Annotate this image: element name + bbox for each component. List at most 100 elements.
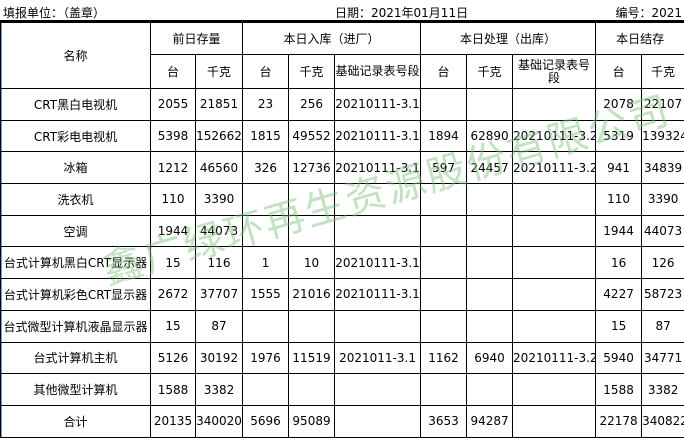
cell-out-kg[interactable] <box>467 184 513 216</box>
cell-prev-kg[interactable]: 152662 <box>196 120 243 152</box>
cell-prev-kg[interactable]: 46560 <box>196 152 243 184</box>
cell-prev-kg[interactable]: 340020 <box>196 405 243 437</box>
cell-end-tai[interactable]: 16 <box>596 247 642 279</box>
cell-prev-kg[interactable]: 37707 <box>196 279 243 311</box>
cell-out-tai[interactable] <box>421 247 467 279</box>
cell-in-rec[interactable] <box>335 310 421 342</box>
cell-in-kg[interactable]: 95089 <box>289 405 335 437</box>
cell-end-tai[interactable]: 110 <box>596 184 642 216</box>
cell-in-tai[interactable]: 1555 <box>243 279 289 311</box>
cell-in-rec[interactable] <box>335 215 421 247</box>
cell-in-kg[interactable] <box>289 310 335 342</box>
cell-prev-tai[interactable]: 110 <box>151 184 196 216</box>
cell-in-kg[interactable]: 10 <box>289 247 335 279</box>
cell-in-rec[interactable]: 20210111-3.1 <box>335 152 421 184</box>
cell-name[interactable]: 台式微型计算机液晶显示器 <box>1 310 151 342</box>
cell-end-kg[interactable]: 22107 <box>642 89 684 121</box>
cell-prev-kg[interactable]: 3382 <box>196 374 243 406</box>
cell-out-rec[interactable]: 20210111-3.2 <box>513 152 596 184</box>
cell-out-kg[interactable] <box>467 247 513 279</box>
cell-prev-tai[interactable]: 5398 <box>151 120 196 152</box>
cell-end-kg[interactable]: 87 <box>642 310 684 342</box>
cell-prev-kg[interactable]: 30192 <box>196 342 243 374</box>
cell-out-tai[interactable] <box>421 89 467 121</box>
cell-out-tai[interactable] <box>421 184 467 216</box>
cell-in-rec[interactable] <box>335 184 421 216</box>
cell-out-rec[interactable] <box>513 215 596 247</box>
cell-out-tai[interactable]: 1162 <box>421 342 467 374</box>
cell-in-kg[interactable] <box>289 215 335 247</box>
cell-out-kg[interactable]: 24457 <box>467 152 513 184</box>
cell-end-tai[interactable]: 1588 <box>596 374 642 406</box>
cell-end-kg[interactable]: 44073 <box>642 215 684 247</box>
cell-end-kg[interactable]: 340822 <box>642 405 684 437</box>
cell-name[interactable]: CRT彩电电视机 <box>1 120 151 152</box>
cell-in-kg[interactable]: 21016 <box>289 279 335 311</box>
cell-in-rec[interactable] <box>335 374 421 406</box>
cell-end-tai[interactable]: 22178 <box>596 405 642 437</box>
cell-prev-kg[interactable]: 44073 <box>196 215 243 247</box>
cell-end-tai[interactable]: 2078 <box>596 89 642 121</box>
cell-in-tai[interactable]: 326 <box>243 152 289 184</box>
cell-in-kg[interactable]: 49552 <box>289 120 335 152</box>
cell-in-tai[interactable] <box>243 310 289 342</box>
cell-out-kg[interactable]: 94287 <box>467 405 513 437</box>
cell-prev-tai[interactable]: 15 <box>151 310 196 342</box>
cell-out-tai[interactable]: 1894 <box>421 120 467 152</box>
cell-in-tai[interactable]: 23 <box>243 89 289 121</box>
cell-name[interactable]: 洗衣机 <box>1 184 151 216</box>
cell-end-tai[interactable]: 5940 <box>596 342 642 374</box>
cell-in-rec[interactable]: 20210111-3.1 <box>335 120 421 152</box>
cell-in-rec[interactable]: 2021011-3.1 <box>335 342 421 374</box>
cell-out-tai[interactable] <box>421 310 467 342</box>
cell-in-tai[interactable]: 1 <box>243 247 289 279</box>
cell-end-tai[interactable]: 4227 <box>596 279 642 311</box>
cell-prev-tai[interactable]: 2672 <box>151 279 196 311</box>
cell-out-kg[interactable] <box>467 215 513 247</box>
cell-prev-tai[interactable]: 15 <box>151 247 196 279</box>
cell-in-kg[interactable] <box>289 184 335 216</box>
cell-end-tai[interactable]: 941 <box>596 152 642 184</box>
cell-prev-tai[interactable]: 1944 <box>151 215 196 247</box>
cell-out-rec[interactable] <box>513 184 596 216</box>
cell-in-rec[interactable]: 20210111-3.1 <box>335 247 421 279</box>
cell-in-tai[interactable]: 5696 <box>243 405 289 437</box>
cell-end-tai[interactable]: 1944 <box>596 215 642 247</box>
cell-out-rec[interactable] <box>513 247 596 279</box>
cell-out-rec[interactable] <box>513 310 596 342</box>
cell-name[interactable]: 空调 <box>1 215 151 247</box>
cell-in-tai[interactable]: 1976 <box>243 342 289 374</box>
cell-out-tai[interactable]: 3653 <box>421 405 467 437</box>
cell-in-tai[interactable] <box>243 184 289 216</box>
cell-prev-kg[interactable]: 116 <box>196 247 243 279</box>
cell-end-kg[interactable]: 3390 <box>642 184 684 216</box>
cell-out-rec[interactable] <box>513 279 596 311</box>
cell-out-rec[interactable] <box>513 89 596 121</box>
cell-out-tai[interactable] <box>421 374 467 406</box>
cell-prev-tai[interactable]: 5126 <box>151 342 196 374</box>
cell-out-rec[interactable]: 20210111-3.2 <box>513 120 596 152</box>
cell-name[interactable]: 合计 <box>1 405 151 437</box>
cell-in-tai[interactable]: 1815 <box>243 120 289 152</box>
cell-end-tai[interactable]: 5319 <box>596 120 642 152</box>
cell-prev-tai[interactable]: 1588 <box>151 374 196 406</box>
cell-in-kg[interactable]: 11519 <box>289 342 335 374</box>
cell-out-kg[interactable] <box>467 374 513 406</box>
cell-end-tai[interactable]: 15 <box>596 310 642 342</box>
cell-prev-kg[interactable]: 21851 <box>196 89 243 121</box>
cell-prev-tai[interactable]: 2055 <box>151 89 196 121</box>
cell-out-kg[interactable]: 6940 <box>467 342 513 374</box>
cell-out-tai[interactable] <box>421 279 467 311</box>
cell-prev-tai[interactable]: 20135 <box>151 405 196 437</box>
cell-name[interactable]: CRT黑白电视机 <box>1 89 151 121</box>
cell-name[interactable]: 台式计算机主机 <box>1 342 151 374</box>
cell-out-rec[interactable] <box>513 405 596 437</box>
cell-name[interactable]: 台式计算机彩色CRT显示器 <box>1 279 151 311</box>
cell-prev-kg[interactable]: 87 <box>196 310 243 342</box>
cell-name[interactable]: 冰箱 <box>1 152 151 184</box>
cell-in-kg[interactable] <box>289 374 335 406</box>
cell-out-rec[interactable]: 20210111-3.2 <box>513 342 596 374</box>
cell-end-kg[interactable]: 34839 <box>642 152 684 184</box>
cell-out-kg[interactable]: 62890 <box>467 120 513 152</box>
cell-out-rec[interactable] <box>513 374 596 406</box>
